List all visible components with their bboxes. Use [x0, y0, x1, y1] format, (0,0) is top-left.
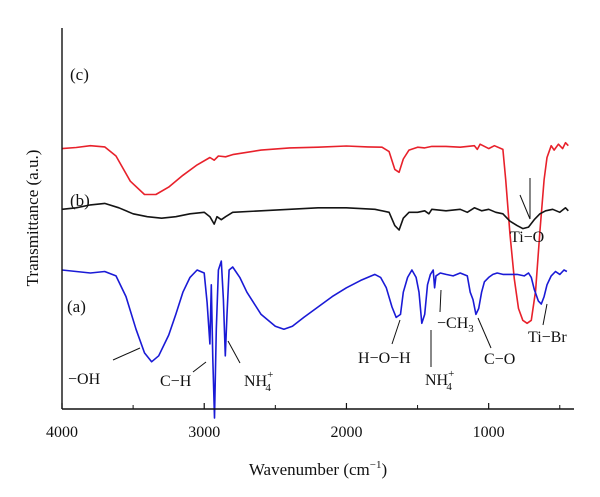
tibr-leader — [542, 303, 548, 326]
peak-annotations: −OH C−H NH+ 4 H−O−H NH+ 4 −CH3 C−O Ti−Br T… — [68, 178, 567, 394]
tio-leader-1 — [519, 194, 531, 220]
x-tick-label-1000: 1000 — [473, 424, 505, 441]
series-label-b: (b) — [70, 191, 90, 210]
oh-leader — [112, 347, 141, 361]
series-label-c: (c) — [70, 65, 89, 84]
annotation-hoh: H−O−H — [358, 350, 411, 367]
annotation-oh: −OH — [68, 371, 101, 388]
x-axis-title: Wavenumber (cm−1) — [249, 459, 387, 479]
x-ticks: 4000 3000 2000 1000 — [46, 403, 561, 441]
annotation-ch: C−H — [160, 373, 192, 390]
series-line-c — [61, 141, 569, 325]
series-label-a: (a) — [67, 297, 86, 316]
nh4a-leader — [227, 340, 241, 364]
ch-leader — [192, 361, 207, 373]
x-tick-label-3000: 3000 — [188, 424, 220, 441]
annotation-tibr: Ti−Br — [528, 329, 567, 346]
x-tick-label-2000: 2000 — [330, 424, 362, 441]
annotation-ch3: −CH3 — [437, 315, 474, 335]
spectra-layer — [61, 141, 569, 419]
annotation-nh4-b: NH+ 4 — [425, 368, 454, 393]
x-tick-label-4000: 4000 — [46, 424, 78, 441]
series-line-b — [61, 202, 569, 231]
hoh-leader — [391, 319, 401, 345]
annotation-nh4-a: NH+ 4 — [244, 369, 273, 394]
annotation-tio: Ti−O — [510, 229, 544, 246]
annotation-co: C−O — [484, 351, 515, 368]
ch3-leader — [439, 289, 442, 313]
co-leader — [477, 317, 492, 349]
y-axis-title: Transmittance (a.u.) — [23, 150, 42, 287]
series-line-a — [61, 260, 568, 419]
